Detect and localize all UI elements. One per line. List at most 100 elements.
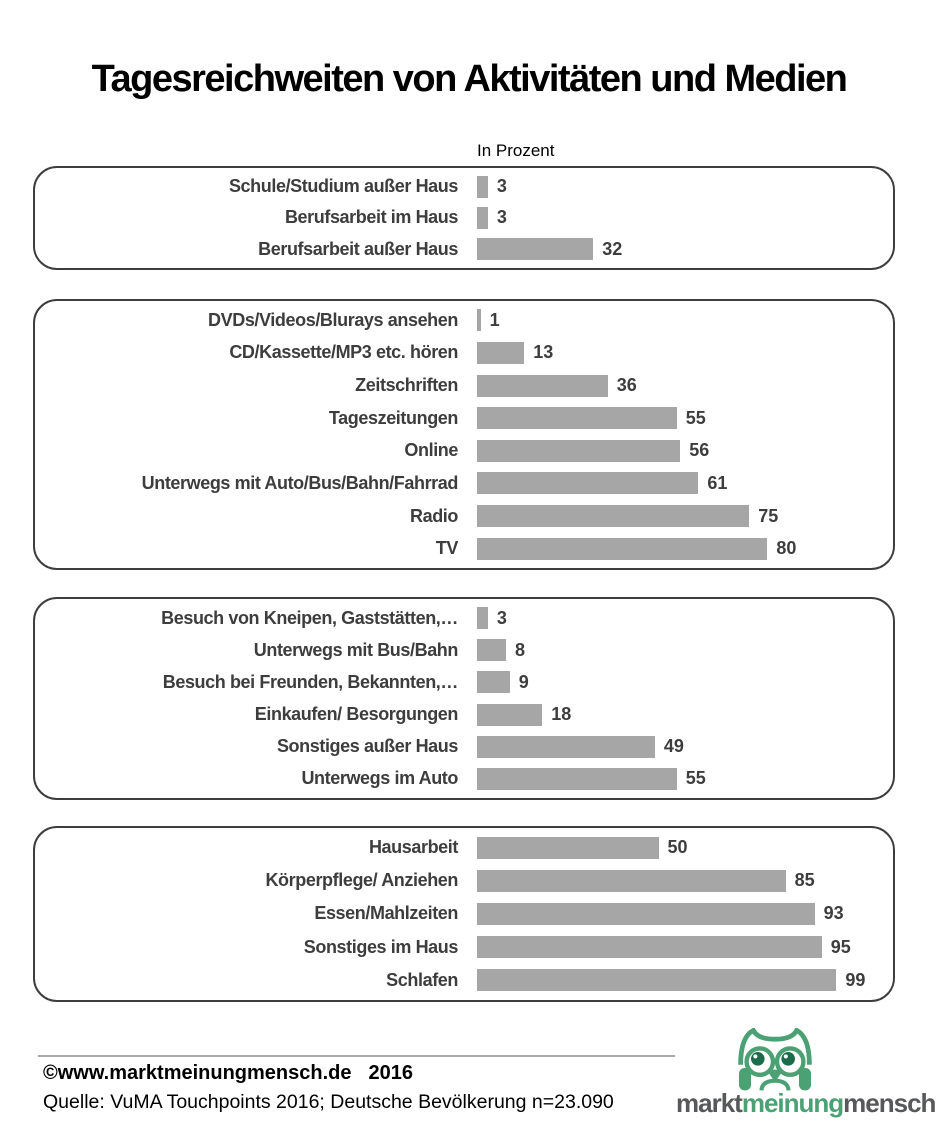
bar-area: 32	[477, 238, 893, 261]
bar	[477, 639, 506, 662]
bar-area: 3	[477, 175, 893, 198]
bar-row: Besuch von Kneipen, Gaststätten,… 3	[35, 602, 893, 634]
bar-area: 61	[477, 472, 893, 495]
bar-label: CD/Kassette/MP3 etc. hören	[229, 342, 458, 363]
bar-row: Schlafen 99	[35, 964, 893, 997]
wordmark-markt: markt	[676, 1088, 743, 1118]
bar-value: 36	[616, 375, 637, 396]
brand-logo: marktmeinungmensch	[676, 1028, 938, 1119]
bar-area: 3	[477, 607, 893, 630]
footer-divider-line	[38, 1055, 675, 1057]
bar-label: Besuch von Kneipen, Gaststätten,…	[161, 607, 458, 628]
bar-row: Radio 75	[35, 500, 893, 533]
bar-value: 18	[551, 704, 572, 725]
bar	[477, 439, 681, 462]
bar	[477, 703, 543, 726]
bar	[477, 238, 594, 261]
bar-value: 80	[776, 538, 797, 559]
bar-value: 99	[845, 969, 866, 990]
bar	[477, 407, 677, 430]
bar-area: 49	[477, 735, 893, 758]
bar-label: Zeitschriften	[355, 375, 458, 396]
bar-area: 3	[477, 206, 893, 229]
group-box-at-home: Hausarbeit 50 Körperpflege/ Anziehen 85 Esse…	[33, 826, 895, 1002]
bar	[477, 869, 786, 892]
bar-row: Hausarbeit 50	[35, 831, 893, 864]
copyright-text: ©www.marktmeinungmensch.de 2016	[43, 1062, 413, 1085]
bar-row: Online 56	[35, 435, 893, 468]
bar-row: CD/Kassette/MP3 etc. hören 13	[35, 337, 893, 370]
bar-value: 3	[496, 207, 507, 228]
bar-area: 13	[477, 341, 893, 364]
bar-area: 95	[477, 936, 893, 959]
bar-value: 8	[515, 639, 526, 660]
bar-area: 36	[477, 374, 893, 397]
bar-label: Körperpflege/ Anziehen	[265, 870, 458, 891]
bar-value: 95	[830, 936, 851, 957]
bar	[477, 969, 837, 992]
bar-value: 13	[533, 342, 554, 363]
bar-label: Unterwegs mit Auto/Bus/Bahn/Fahrrad	[141, 472, 459, 493]
bar-row: Unterwegs im Auto 55	[35, 763, 893, 795]
bar-area: 93	[477, 902, 893, 925]
bar-value: 3	[496, 176, 507, 197]
bar-area: 55	[477, 767, 893, 790]
bar-value: 9	[518, 671, 529, 692]
bar	[477, 671, 510, 694]
bar-row: Sonstiges außer Haus 49	[35, 731, 893, 763]
bar-area: 75	[477, 505, 893, 528]
bar-area: 1	[477, 309, 893, 332]
bar-area: 99	[477, 969, 893, 992]
bar	[477, 936, 822, 959]
copyright-year: 2016	[368, 1062, 414, 1084]
bar-row: Berufsarbeit außer Haus 32	[35, 234, 893, 265]
bar	[477, 607, 488, 630]
bar-area: 50	[477, 836, 893, 859]
bar-row: Schule/Studium außer Haus 3	[35, 171, 893, 202]
bar-row: Sonstiges im Haus 95	[35, 931, 893, 964]
bar	[477, 309, 481, 332]
bar-row: TV 80	[35, 532, 893, 565]
bar-label: Unterwegs im Auto	[301, 768, 458, 789]
bar-value: 61	[707, 472, 728, 493]
bar	[477, 735, 655, 758]
bar-value: 56	[689, 440, 710, 461]
brand-wordmark: marktmeinungmensch	[676, 1088, 938, 1119]
bar	[477, 175, 488, 198]
bar-area: 9	[477, 671, 893, 694]
group-box-work: Schule/Studium außer Haus 3 Berufsarbeit i…	[33, 166, 895, 270]
bar-row: Einkaufen/ Besorgungen 18	[35, 699, 893, 731]
bar-label: Berufsarbeit außer Haus	[258, 238, 458, 259]
unit-label: In Prozent	[477, 141, 555, 160]
bar-label: Schule/Studium außer Haus	[228, 176, 458, 197]
bar-area: 80	[477, 537, 893, 560]
group-box-out-of-home: Besuch von Kneipen, Gaststätten,… 3 Unterw…	[33, 597, 895, 800]
bar-value: 3	[496, 607, 507, 628]
bar	[477, 902, 815, 925]
bar-value: 1	[489, 309, 500, 330]
bar-label: Hausarbeit	[368, 837, 458, 858]
bar-label: Berufsarbeit im Haus	[284, 207, 458, 228]
bar-label: Schlafen	[386, 969, 458, 990]
bar-label: DVDs/Videos/Blurays ansehen	[208, 309, 458, 330]
bar	[477, 505, 750, 528]
bar-area: 56	[477, 439, 893, 462]
bar-row: Berufsarbeit im Haus 3	[35, 202, 893, 233]
bar-value: 55	[685, 768, 706, 789]
bar	[477, 374, 608, 397]
bar-area: 55	[477, 407, 893, 430]
bar	[477, 836, 659, 859]
bar-row: DVDs/Videos/Blurays ansehen 1	[35, 304, 893, 337]
bar-label: Unterwegs mit Bus/Bahn	[253, 639, 459, 660]
bar	[477, 537, 768, 560]
copyright-url: ©www.marktmeinungmensch.de	[43, 1062, 352, 1084]
source-text: Quelle: VuMA Touchpoints 2016; Deutsche …	[43, 1091, 614, 1113]
bar-value: 32	[602, 238, 623, 259]
bar-row: Zeitschriften 36	[35, 369, 893, 402]
bar-label: Online	[404, 440, 458, 461]
bar-label: Tageszeitungen	[328, 407, 458, 428]
bar-area: 18	[477, 703, 893, 726]
owl-icon	[738, 1028, 812, 1091]
bar	[477, 767, 677, 790]
bar-value: 85	[794, 870, 815, 891]
